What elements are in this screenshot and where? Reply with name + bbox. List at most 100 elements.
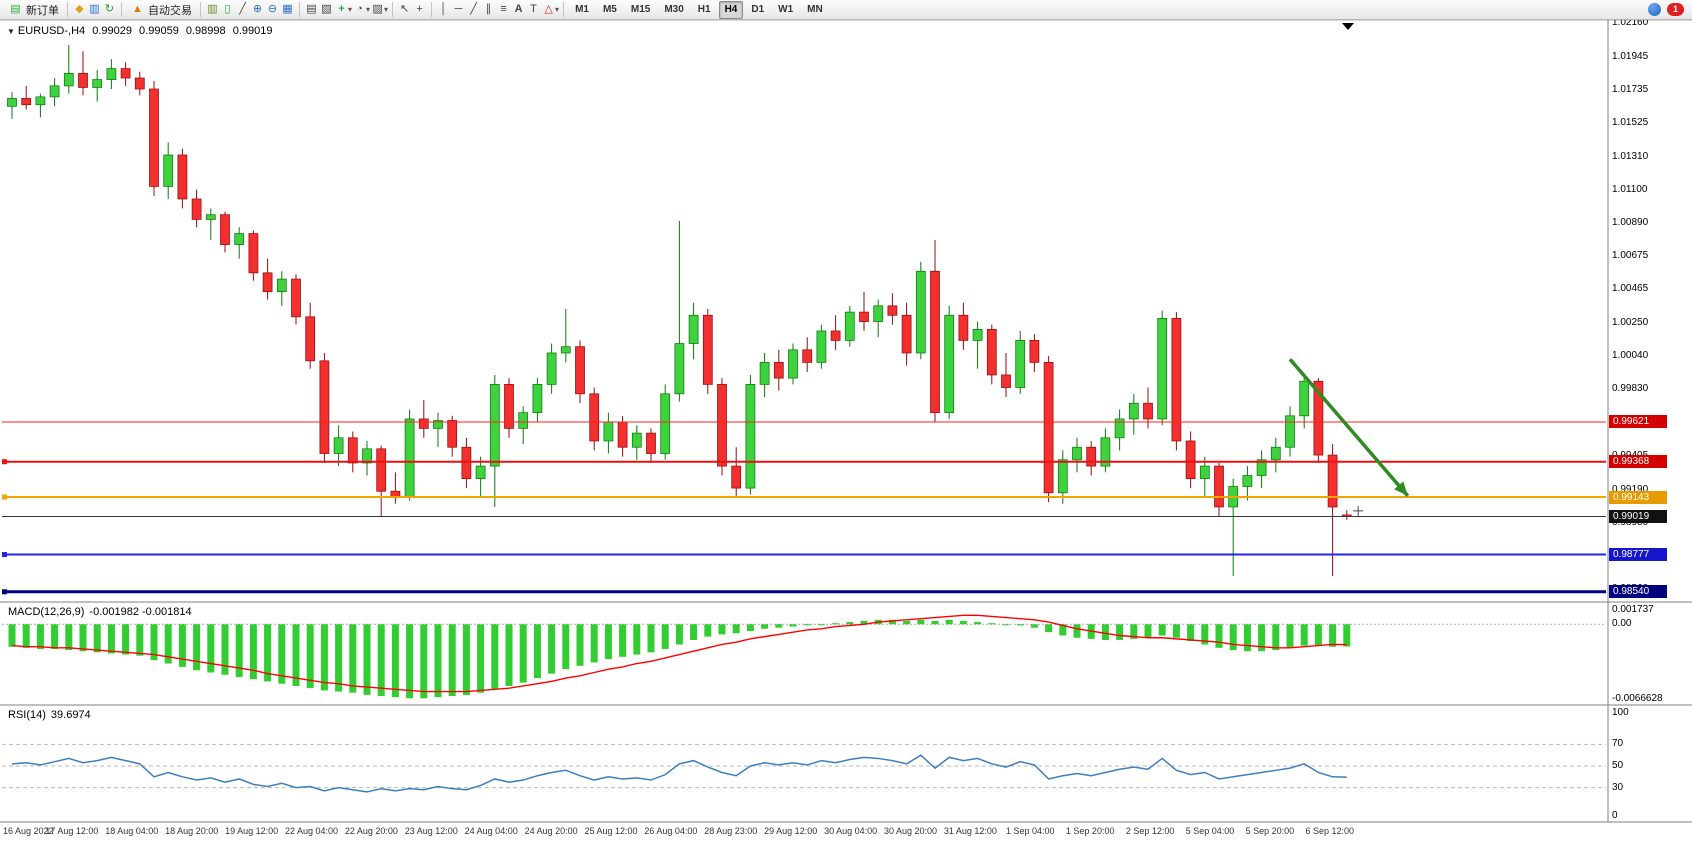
chevron-down-icon[interactable]: ▾	[384, 5, 389, 14]
macd-bar	[1343, 624, 1351, 647]
macd-bar	[1300, 624, 1308, 646]
macd-bar	[1030, 624, 1038, 628]
candle	[1143, 402, 1153, 420]
candle	[489, 384, 500, 467]
macd-bar	[79, 624, 87, 652]
candle	[433, 420, 443, 429]
candle	[1043, 362, 1054, 494]
fibonacci-tool-icon[interactable]: ≡	[500, 3, 507, 15]
horizontal-line-tool-icon[interactable]: ─	[454, 3, 463, 15]
macd-bar	[1172, 624, 1180, 638]
vertical-line-tool-icon[interactable]: │	[440, 3, 447, 15]
new-order-button[interactable]: ▤ 新订单	[4, 1, 63, 19]
candle	[660, 393, 671, 454]
text-label-tool-icon[interactable]: T	[530, 3, 537, 15]
line-handle[interactable]	[2, 494, 7, 500]
macd-bar	[292, 624, 300, 686]
cursor-icon[interactable]: ↖	[399, 3, 410, 15]
candle	[1171, 318, 1182, 442]
macd-bar	[903, 620, 911, 625]
macd-bar	[974, 622, 982, 625]
autotrading-label: 自动交易	[148, 4, 192, 17]
toolbar-separator	[121, 2, 122, 17]
candle	[1086, 446, 1097, 467]
macd-bar	[1130, 624, 1138, 639]
chevron-down-icon[interactable]: ▾	[348, 5, 353, 14]
macd-bar	[93, 624, 101, 653]
chart-shift-marker-icon[interactable]	[1342, 23, 1354, 30]
candle	[575, 346, 585, 395]
candle	[1057, 459, 1068, 494]
candle	[1100, 437, 1111, 467]
candle	[305, 316, 316, 362]
macd-bar	[434, 624, 442, 698]
candle	[631, 432, 642, 448]
refresh-icon[interactable]: ↻	[104, 3, 115, 15]
macd-bar	[1045, 624, 1053, 633]
candle	[986, 329, 997, 376]
toolbar-separator	[200, 2, 201, 17]
macd-bar	[491, 624, 499, 690]
channel-tool-icon[interactable]: ∥	[485, 3, 492, 15]
toolbar-separator	[392, 2, 394, 17]
candle	[617, 421, 628, 448]
candle	[1029, 340, 1040, 363]
candle	[546, 352, 557, 385]
templates-icon[interactable]: ▨	[372, 3, 383, 15]
trend-arrow-head[interactable]	[1394, 481, 1408, 496]
timeframe-D1[interactable]: D1	[751, 3, 765, 15]
line-handle[interactable]	[2, 552, 7, 558]
macd-bar	[704, 624, 712, 637]
chevron-down-icon[interactable]: ▾	[555, 5, 560, 14]
crosshair-icon[interactable]: +	[416, 3, 423, 15]
timeframe-M1[interactable]: M1	[575, 3, 589, 15]
community-icon[interactable]	[1648, 3, 1661, 16]
macd-bar	[888, 619, 896, 625]
candle	[731, 465, 742, 489]
shapes-tool-icon[interactable]: △	[544, 3, 553, 15]
candle	[205, 214, 216, 220]
timeframe-MN[interactable]: MN	[807, 3, 823, 15]
candle	[802, 349, 813, 363]
market-watch-icon[interactable]: ◆	[75, 3, 84, 15]
line-handle[interactable]	[2, 459, 7, 465]
timeframe-W1[interactable]: W1	[778, 3, 794, 15]
macd-bar	[462, 624, 470, 695]
candle	[930, 270, 940, 414]
toolbar-separator	[67, 2, 68, 17]
candle	[788, 349, 798, 379]
chevron-down-icon[interactable]: ▾	[366, 5, 371, 14]
candle	[191, 198, 202, 220]
candlestick-chart-icon[interactable]: ▯	[224, 3, 231, 15]
trend-arrow[interactable]	[1288, 358, 1410, 498]
timeframe-H4[interactable]: H4	[718, 0, 744, 19]
periods-clock-icon[interactable]: ◔	[356, 3, 363, 15]
tile-windows-icon[interactable]: ▦	[282, 3, 293, 15]
zoom-in-icon[interactable]: ⊕	[252, 3, 263, 15]
candle	[333, 437, 344, 454]
line-chart-icon[interactable]: ╱	[239, 3, 246, 15]
candle	[1157, 318, 1168, 420]
timeframe-H1[interactable]: H1	[697, 3, 711, 15]
macd-bar	[590, 624, 598, 663]
chart-list-icon[interactable]: ▤	[306, 3, 317, 15]
autotrading-button[interactable]: ▲ 自动交易	[126, 1, 196, 19]
line-handle[interactable]	[2, 589, 7, 595]
timeframe-M15[interactable]: M15	[630, 3, 651, 15]
add-indicator-icon[interactable]: +	[338, 3, 345, 15]
macd-bar	[107, 624, 115, 654]
macd-bar	[832, 623, 840, 625]
macd-bar	[335, 624, 343, 692]
timeframe-M30[interactable]: M30	[664, 3, 684, 15]
macd-bar	[959, 620, 967, 625]
notification-badge[interactable]: 1	[1667, 3, 1684, 16]
timeframe-M5[interactable]: M5	[602, 3, 617, 15]
data-window-icon[interactable]: ▥	[89, 3, 100, 15]
candle	[262, 272, 273, 293]
trendline-tool-icon[interactable]: ╱	[470, 3, 477, 15]
objects-list-icon[interactable]: ▧	[321, 3, 332, 15]
bar-chart-icon[interactable]: ▥	[207, 3, 218, 15]
macd-bar	[249, 624, 257, 680]
text-tool-icon[interactable]: A	[514, 3, 523, 15]
zoom-out-icon[interactable]: ⊖	[267, 3, 278, 15]
